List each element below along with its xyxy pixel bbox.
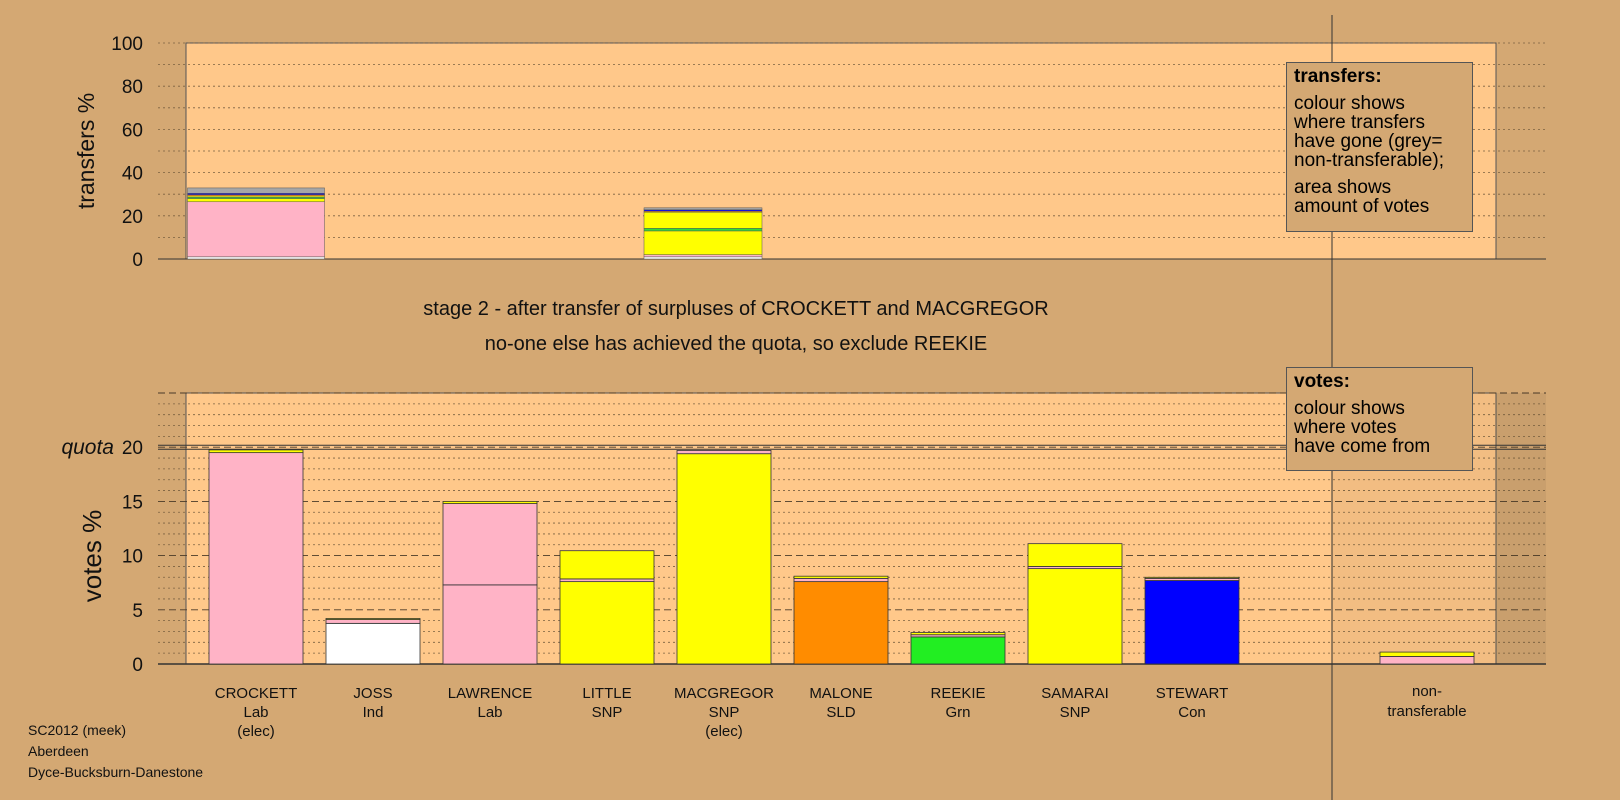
vote-bar-segment [793, 577, 889, 583]
transfers-y-tick-label: 60 [122, 120, 143, 141]
votes-panel: 0 5 10 15 20 quota votes % CROCKETT Lab (elec) JOS… [61, 392, 1546, 740]
vote-bar-segment [1027, 543, 1123, 567]
candidate-party-label: Ind [363, 704, 384, 721]
candidate-party-label: SNP [592, 704, 623, 721]
candidate-name-label: LAWRENCE [448, 685, 532, 702]
vote-bar-segment [208, 449, 304, 454]
legend-votes-title: votes: [1294, 371, 1350, 392]
transfer-bar-segment [187, 198, 325, 203]
candidate-party-label: SLD [826, 704, 855, 721]
votes-y-tick-label: 5 [132, 601, 143, 622]
vote-bar-segment [325, 622, 421, 665]
non-transferable-label: non- [1412, 683, 1442, 700]
legend-transfers-line: have gone (grey= [1294, 131, 1443, 152]
votes-y-tick-label: 10 [122, 547, 143, 568]
legend-transfers-line: amount of votes [1294, 196, 1430, 217]
legend-transfers-title: transfers: [1294, 66, 1382, 87]
vote-bar-segment [442, 500, 538, 504]
candidate-party-label: SNP [1060, 704, 1091, 721]
candidate-name-label: MACGREGOR [674, 685, 774, 702]
stage-description-line1: stage 2 - after transfer of surpluses of… [423, 298, 1049, 320]
candidate-status-label: (elec) [237, 723, 275, 740]
candidate-name-label: LITTLE [582, 685, 631, 702]
legend-votes-line: have come from [1294, 436, 1431, 457]
vote-bar-segment [1144, 576, 1240, 579]
vote-bar-segment [1144, 580, 1240, 665]
vote-bar-segment [1027, 568, 1123, 665]
candidate-party-label: Grn [945, 704, 970, 721]
candidate-status-label: (elec) [705, 723, 743, 740]
candidate-party-label: Lab [477, 704, 502, 721]
transfers-y-tick-label: 40 [122, 164, 143, 185]
transfers-y-tick-label: 80 [122, 77, 143, 98]
legend-votes-line: colour shows [1294, 398, 1405, 419]
transfer-bar-segment [643, 256, 763, 260]
legend-transfers-line: where transfers [1294, 112, 1425, 133]
transfer-bar-segment [187, 201, 325, 258]
non-transferable-bar-segment [1379, 651, 1475, 657]
candidate-name-label: SAMARAI [1041, 685, 1109, 702]
candidate-name-label: REEKIE [930, 685, 985, 702]
transfer-bar-segment [187, 256, 325, 260]
legend-votes: votes: colour shows where votes have com… [1286, 367, 1473, 471]
votes-y-tick-label: 20 [122, 438, 143, 459]
vote-bar-segment [676, 450, 772, 455]
transfer-bar-segment [643, 211, 763, 229]
vote-bar-segment [325, 618, 421, 620]
quota-label: quota [61, 436, 114, 459]
legend-transfers-line: non-transferable); [1294, 150, 1444, 171]
vote-bar-segment [559, 578, 655, 583]
legend-transfers-line: colour shows [1294, 93, 1405, 114]
candidate-party-label: Con [1178, 704, 1206, 721]
vote-bar-segment [442, 584, 538, 665]
candidate-party-label: Lab [243, 704, 268, 721]
vote-bar-segment [793, 575, 889, 579]
candidate-name-label: CROCKETT [215, 685, 298, 702]
transfer-bar-segment [187, 187, 325, 194]
vote-bar-segment [325, 619, 421, 624]
candidate-party-label: SNP [709, 704, 740, 721]
footer-election: SC2012 (meek) [28, 722, 127, 738]
candidate-name-label: STEWART [1156, 685, 1229, 702]
transfers-y-tick-label: 0 [132, 250, 143, 271]
legend-votes-line: where votes [1294, 417, 1397, 438]
vote-bar-segment [559, 550, 655, 580]
votes-y-axis-label: votes % [77, 510, 107, 603]
footer-ward: Dyce-Bucksburn-Danestone [28, 764, 204, 780]
candidate-name-label: MALONE [809, 685, 872, 702]
transfer-bar-segment [643, 254, 763, 258]
transfer-bar-segment [643, 207, 763, 211]
transfers-y-axis-label: transfers % [73, 93, 99, 209]
non-transferable-label: transferable [1387, 703, 1466, 720]
vote-bar-segment [910, 636, 1006, 665]
candidate-name-label: JOSS [353, 685, 392, 702]
votes-y-tick-label: 0 [132, 655, 143, 676]
legend-transfers: transfers: colour shows where transfers … [1286, 62, 1473, 232]
transfers-y-tick-label: 20 [122, 207, 143, 228]
transfers-panel: 0 20 40 60 80 100 transfers % [73, 34, 1546, 271]
stage-description-line2: no-one else has achieved the quota, so e… [484, 333, 988, 355]
transfers-y-tick-label: 100 [111, 34, 143, 55]
vote-bar-segment [910, 632, 1006, 636]
non-transferable-bar-segment [1379, 656, 1475, 665]
vote-bar-segment [676, 453, 772, 665]
vote-bar-segment [793, 581, 889, 665]
footer-council: Aberdeen [28, 743, 89, 759]
transfer-bar-segment [643, 228, 763, 232]
transfer-bar-segment [643, 230, 763, 255]
legend-transfers-line: area shows [1294, 177, 1392, 198]
vote-bar-segment [559, 581, 655, 665]
vote-bar-segment [442, 503, 538, 586]
vote-bar-segment [208, 452, 304, 665]
votes-y-tick-label: 15 [122, 492, 143, 513]
